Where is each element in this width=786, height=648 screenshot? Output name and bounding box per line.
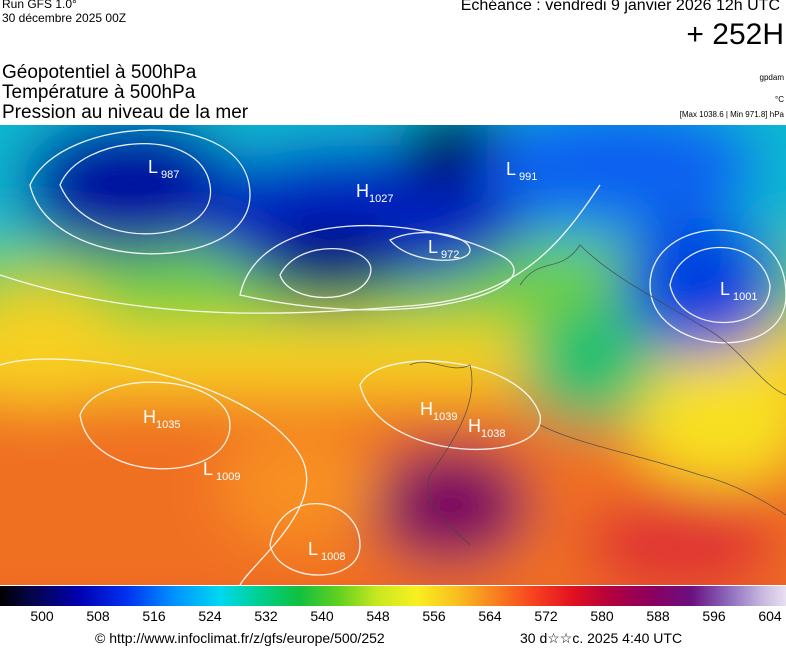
scale-label: 556 bbox=[422, 608, 446, 624]
pressure-center: H bbox=[356, 181, 369, 201]
pressure-value: 1001 bbox=[733, 291, 757, 303]
pressure-center: L bbox=[720, 279, 730, 299]
lead-time: + 252H bbox=[686, 18, 784, 51]
forecast: Echéance : vendredi 9 janvier 2026 12h U… bbox=[460, 0, 780, 14]
pressure-value: 1038 bbox=[481, 428, 505, 440]
pressure-value: 1008 bbox=[321, 551, 345, 563]
color-scale bbox=[0, 586, 786, 606]
run-date: 30 décembre 2025 00Z bbox=[2, 11, 127, 25]
pressure-value: 991 bbox=[519, 171, 537, 183]
pressure-center: L bbox=[148, 157, 158, 177]
pressure-center: H bbox=[143, 407, 156, 427]
field: Pression au niveau de la mer bbox=[2, 102, 249, 123]
field: Géopotentiel à 500hPa bbox=[2, 62, 197, 83]
field: Température à 500hPa bbox=[2, 82, 196, 103]
source: © http://www.infoclimat.fr/z/gfs/europe/… bbox=[95, 630, 385, 646]
timestamp: 30 d☆☆c. 2025 4:40 UTC bbox=[520, 630, 683, 646]
scale-label: 540 bbox=[310, 608, 334, 624]
pressure-center: L bbox=[428, 237, 438, 257]
pressure-center: H bbox=[420, 399, 433, 419]
scale-label: 564 bbox=[478, 608, 502, 624]
unit: [Max 1038.6 | Min 971.8] hPa bbox=[679, 110, 784, 119]
scale-label: 532 bbox=[254, 608, 278, 624]
pressure-center: H bbox=[468, 416, 481, 436]
unit: gpdam bbox=[759, 73, 784, 82]
scale-label: 524 bbox=[198, 608, 222, 624]
pressure-value: 972 bbox=[441, 249, 459, 261]
pressure-center: L bbox=[308, 539, 318, 559]
pressure-value: 1035 bbox=[156, 419, 180, 431]
scale-label: 548 bbox=[366, 608, 390, 624]
scale-label: 588 bbox=[646, 608, 670, 624]
pressure-center: L bbox=[203, 459, 213, 479]
scale-label: 580 bbox=[590, 608, 614, 624]
pressure-value: 1039 bbox=[433, 411, 457, 423]
unit: °C bbox=[775, 95, 784, 104]
pressure-value: 1009 bbox=[216, 471, 240, 483]
scale-label: 604 bbox=[758, 608, 782, 624]
pressure-value: 1027 bbox=[369, 193, 393, 205]
scale-label: 596 bbox=[702, 608, 726, 624]
scale-label: 500 bbox=[30, 608, 54, 624]
scale-label: 508 bbox=[86, 608, 110, 624]
run: Run GFS 1.0° bbox=[2, 0, 77, 11]
pressure-center: L bbox=[506, 159, 516, 179]
scale-label: 572 bbox=[534, 608, 558, 624]
pressure-value: 987 bbox=[161, 169, 179, 181]
scale-label: 516 bbox=[142, 608, 166, 624]
